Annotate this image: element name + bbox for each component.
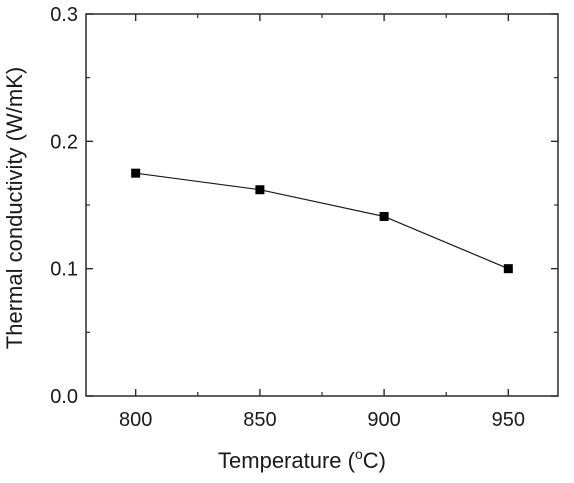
x-tick-label: 800 [119,409,152,431]
y-tick-label: 0.3 [50,4,78,26]
x-axis-label-tail: C) [363,448,386,473]
y-tick-label: 0.1 [50,259,78,281]
plot-layer: 0.0 0.1 0.2 0.3 800 850 900 950 [50,4,559,431]
y-tick-label: 0.2 [50,131,78,153]
y-axis-label: Thermal conductivity (W/mK) [2,67,27,349]
data-point-marker [379,211,389,221]
x-axis-label-superscript: o [355,446,363,462]
data-point-marker [255,185,265,195]
x-axis-label: Temperature (oC) [218,446,386,473]
y-tick-label: 0.0 [50,386,78,408]
series-line [135,172,509,270]
x-tick-label: 850 [243,409,276,431]
x-tick-label: 900 [367,409,400,431]
data-point-marker [503,264,513,274]
data-point-marker [131,168,141,178]
x-tick-label: 950 [492,409,525,431]
x-axis-label-main: Temperature ( [218,448,356,473]
plot-frame [85,13,559,397]
